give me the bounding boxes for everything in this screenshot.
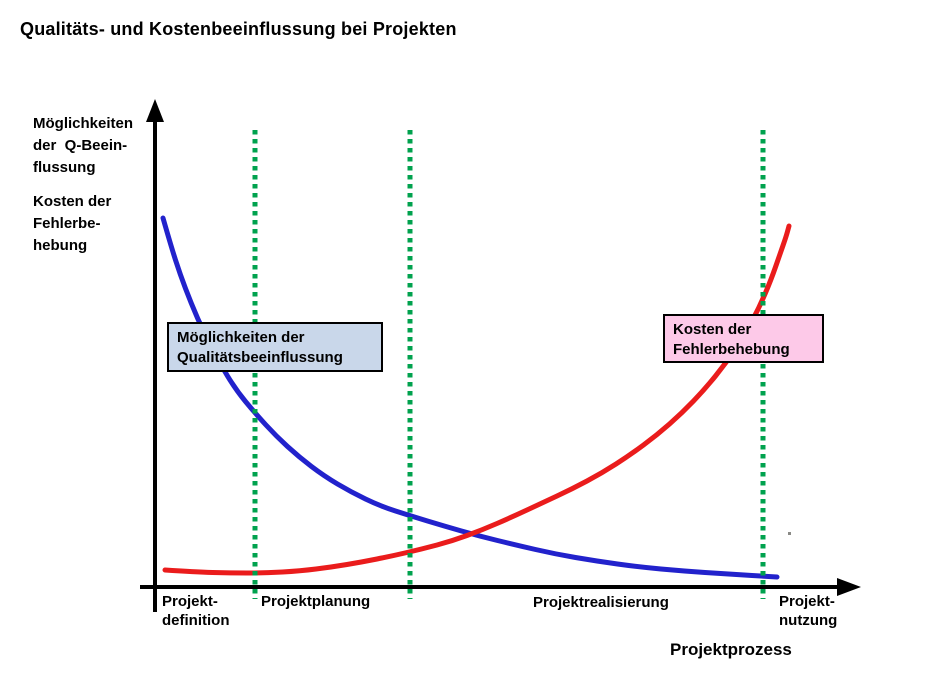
legend-box-error-cost: Kosten der Fehlerbehebung	[663, 314, 824, 363]
x-phase-label-projektrealisierung: Projektrealisierung	[533, 594, 669, 611]
error-cost-curve	[162, 223, 792, 576]
quality-influence-curve	[160, 215, 780, 580]
legend-box-quality-influence: Möglichkeiten der Qualitätsbeeinflussung	[167, 322, 383, 372]
axes-layer	[140, 99, 861, 612]
y-axis-label-cost: Kosten der Fehlerbe- hebung	[33, 193, 112, 254]
page-title: Qualitäts- und Kostenbeeinflussung bei P…	[20, 19, 457, 39]
x-phase-label-projektdefinition: Projekt- definition	[162, 593, 230, 629]
y-axis-label-quality: Möglichkeiten der Q-Beein- flussung	[33, 115, 134, 176]
x-axis-title: Projektprozess	[670, 640, 792, 659]
x-phase-label-projektnutzung: Projekt- nutzung	[779, 593, 838, 629]
x-axis-arrowhead-icon	[837, 578, 861, 596]
x-phase-label-projektplanung: Projektplanung	[261, 593, 371, 610]
stray-mark	[788, 532, 791, 535]
curves-layer	[160, 215, 792, 580]
y-axis-arrowhead-icon	[146, 99, 164, 122]
